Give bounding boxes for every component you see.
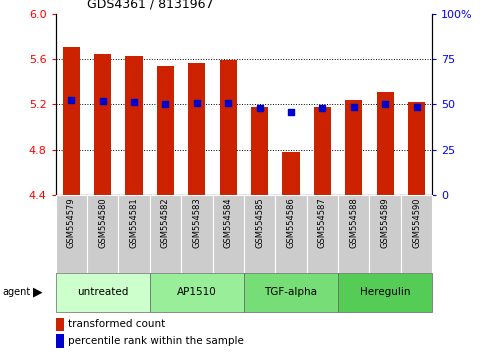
Bar	[401, 195, 432, 273]
Point	[412, 104, 420, 109]
Bar	[150, 195, 181, 273]
Text: GSM554586: GSM554586	[286, 197, 296, 248]
Text: GSM554585: GSM554585	[255, 197, 264, 248]
Text: GSM554581: GSM554581	[129, 197, 139, 248]
Text: transformed count: transformed count	[68, 319, 165, 329]
Bar	[181, 195, 213, 273]
Bar	[345, 100, 362, 195]
Point	[68, 97, 75, 103]
Bar	[408, 102, 425, 195]
Text: Heregulin: Heregulin	[360, 287, 411, 297]
Bar	[56, 273, 150, 312]
Text: GSM554583: GSM554583	[192, 197, 201, 248]
Point	[224, 101, 232, 106]
Bar	[338, 273, 432, 312]
Point	[193, 101, 201, 106]
Point	[319, 105, 327, 111]
Bar	[377, 92, 394, 195]
Point	[99, 98, 107, 104]
Text: agent: agent	[2, 287, 30, 297]
Bar	[157, 66, 174, 195]
Bar	[56, 195, 87, 273]
Bar	[56, 318, 64, 331]
Bar	[307, 195, 338, 273]
Bar	[188, 63, 205, 195]
Text: percentile rank within the sample: percentile rank within the sample	[68, 336, 243, 346]
Point	[130, 99, 138, 105]
Bar	[283, 152, 299, 195]
Bar	[251, 107, 268, 195]
Bar	[118, 195, 150, 273]
Bar	[94, 54, 111, 195]
Bar	[244, 195, 275, 273]
Bar	[338, 195, 369, 273]
Text: GSM554579: GSM554579	[67, 197, 76, 248]
Text: GSM554582: GSM554582	[161, 197, 170, 248]
Bar	[369, 195, 401, 273]
Text: GSM554588: GSM554588	[349, 197, 358, 248]
Point	[256, 105, 264, 111]
Bar	[220, 61, 237, 195]
Text: untreated: untreated	[77, 287, 128, 297]
Text: AP1510: AP1510	[177, 287, 217, 297]
Bar	[213, 195, 244, 273]
Text: GSM554589: GSM554589	[381, 197, 390, 248]
Bar	[126, 56, 142, 195]
Bar	[314, 107, 331, 195]
Text: GSM554584: GSM554584	[224, 197, 233, 248]
Text: GSM554590: GSM554590	[412, 197, 421, 247]
Point	[382, 102, 389, 107]
Bar	[275, 195, 307, 273]
Bar	[244, 273, 338, 312]
Bar	[63, 47, 80, 195]
Point	[161, 102, 170, 107]
Bar	[56, 334, 64, 348]
Text: ▶: ▶	[33, 286, 43, 298]
Point	[350, 104, 357, 109]
Bar	[150, 273, 244, 312]
Point	[287, 109, 295, 115]
Text: GDS4361 / 8131967: GDS4361 / 8131967	[87, 0, 213, 11]
Bar	[87, 195, 118, 273]
Text: GSM554580: GSM554580	[98, 197, 107, 248]
Text: TGF-alpha: TGF-alpha	[265, 287, 317, 297]
Text: GSM554587: GSM554587	[318, 197, 327, 248]
